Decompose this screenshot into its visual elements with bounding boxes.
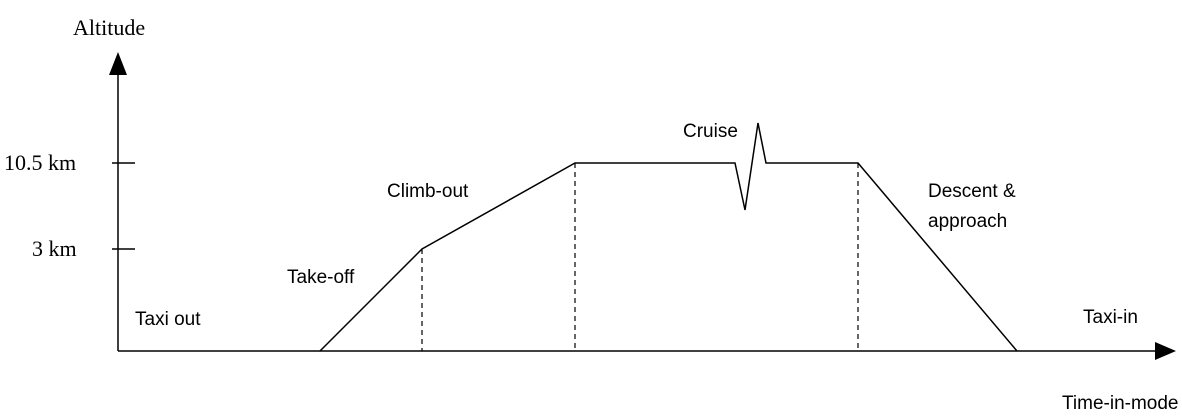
- phase-label: Take-off: [287, 267, 355, 288]
- x-axis-arrow: [1155, 342, 1176, 360]
- y-axis-label: Altitude: [73, 15, 145, 40]
- y-axis-arrow: [109, 52, 127, 75]
- phase-label: Taxi-in: [1083, 307, 1138, 328]
- phase-label: Climb-out: [387, 181, 469, 202]
- phase-label: Descent &: [928, 181, 1016, 202]
- flight-profile: [319, 122, 1018, 352]
- phase-label: approach: [928, 211, 1007, 232]
- level-label: 3 km: [32, 236, 77, 261]
- phase-label: Cruise: [683, 121, 738, 142]
- phase-label: Taxi out: [135, 309, 201, 330]
- x-axis-label: Time-in-mode: [1062, 393, 1179, 414]
- level-label: 10.5 km: [4, 150, 76, 175]
